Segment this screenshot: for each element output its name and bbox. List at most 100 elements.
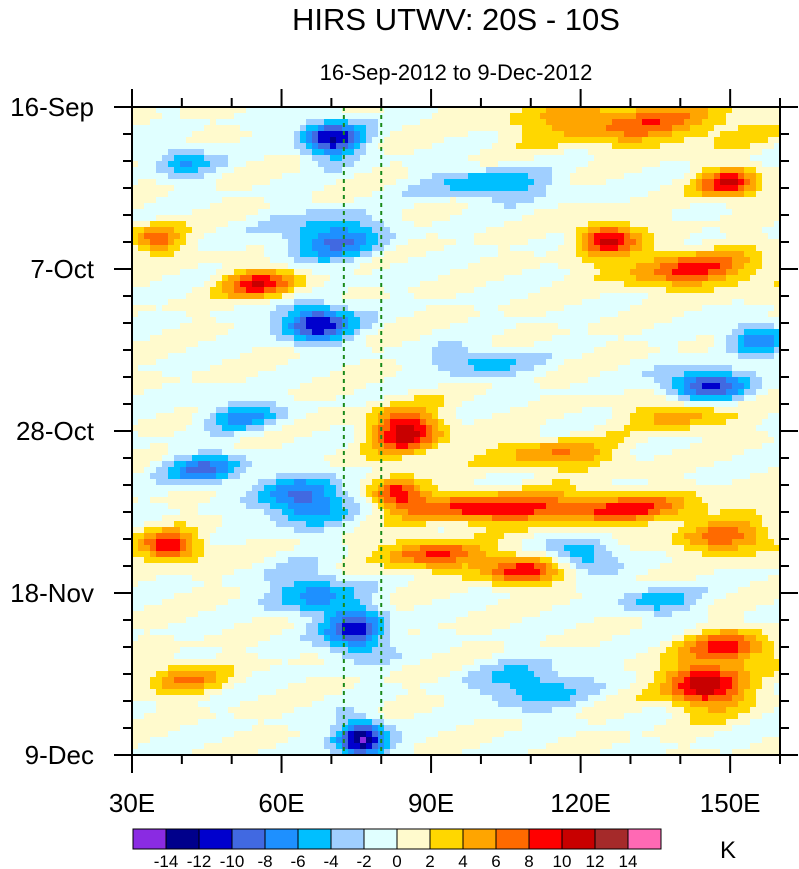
heat-cell [660,251,667,258]
heat-cell [306,185,313,192]
heat-cell [702,203,709,210]
heat-cell [666,269,673,276]
heat-cell [348,191,355,198]
heat-cell [282,125,289,132]
heat-cell [726,221,733,228]
heat-cell [330,305,337,312]
heat-cell [390,257,397,264]
heat-cell [480,185,487,192]
heat-cell [696,203,703,210]
heat-cell [168,155,175,162]
heat-cell [390,311,397,318]
heat-cell [762,359,769,366]
heat-cell [660,293,667,300]
heat-cell [204,167,211,174]
heat-cell [330,227,337,234]
heat-cell [606,341,613,348]
heat-cell [660,125,667,132]
heat-cell [180,371,187,378]
heat-cell [696,143,703,150]
heat-cell [306,311,313,318]
heat-cell [582,227,589,234]
heat-cell [624,353,631,360]
heat-cell [318,113,325,120]
heat-cell [588,347,595,354]
heat-cell [666,119,673,126]
heat-cell [750,179,757,186]
heat-cell [528,131,535,138]
heat-cell [588,269,595,276]
heat-cell [156,233,163,240]
heat-cell [132,191,139,198]
heat-cell [426,221,433,228]
heat-cell [714,257,721,264]
heat-cell [444,113,451,120]
heat-cell [516,365,523,372]
heat-cell [468,299,475,306]
heat-cell [480,263,487,270]
heat-cell [666,323,673,330]
heat-cell [360,107,367,114]
heat-cell [234,137,241,144]
heat-cell [450,251,457,258]
heat-cell [648,323,655,330]
heat-cell [690,233,697,240]
heat-cell [216,341,223,348]
heat-cell [678,359,685,366]
heat-cell [132,233,139,240]
heat-cell [528,257,535,264]
heat-cell [714,113,721,120]
heat-cell [372,305,379,312]
heat-cell [216,239,223,246]
heat-cell [774,185,780,192]
heat-cell [546,161,553,168]
heat-cell [360,329,367,336]
heat-cell [684,365,691,372]
heat-cell [654,215,661,222]
heat-cell [186,335,193,342]
heat-cell [204,245,211,252]
heat-cell [636,263,643,270]
heat-cell [492,329,499,336]
heat-cell [234,173,241,180]
heat-cell [174,167,181,174]
heat-cell [282,149,289,156]
heat-cell [498,281,505,288]
heat-cell [732,173,739,180]
heat-cell [516,185,523,192]
heat-cell [588,227,595,234]
heat-cell [414,113,421,120]
heat-cell [180,137,187,144]
heat-cell [738,215,745,222]
heat-cell [420,161,427,168]
heat-cell [162,293,169,300]
heat-cell [618,323,625,330]
heat-cell [696,371,703,378]
heat-cell [516,311,523,318]
heat-cell [750,263,757,270]
heat-cell [132,113,139,120]
heat-cell [486,263,493,270]
heat-cell [342,281,349,288]
heat-cell [408,371,415,378]
heat-cell [366,239,373,246]
heat-cell [402,185,409,192]
heat-cell [390,215,397,222]
heat-cell [666,275,673,282]
heat-cell [198,335,205,342]
heat-cell [306,203,313,210]
heat-cell [492,299,499,306]
heat-cell [648,131,655,138]
heat-cell [492,167,499,174]
heat-cell [318,275,325,282]
heat-cell [168,227,175,234]
heat-cell [330,221,337,228]
heat-cell [264,251,271,258]
heat-cell [330,131,337,138]
heat-cell [216,167,223,174]
heat-cell [570,197,577,204]
heat-cell [192,245,199,252]
heat-cell [504,227,511,234]
heat-cell [600,341,607,348]
heat-cell [336,233,343,240]
